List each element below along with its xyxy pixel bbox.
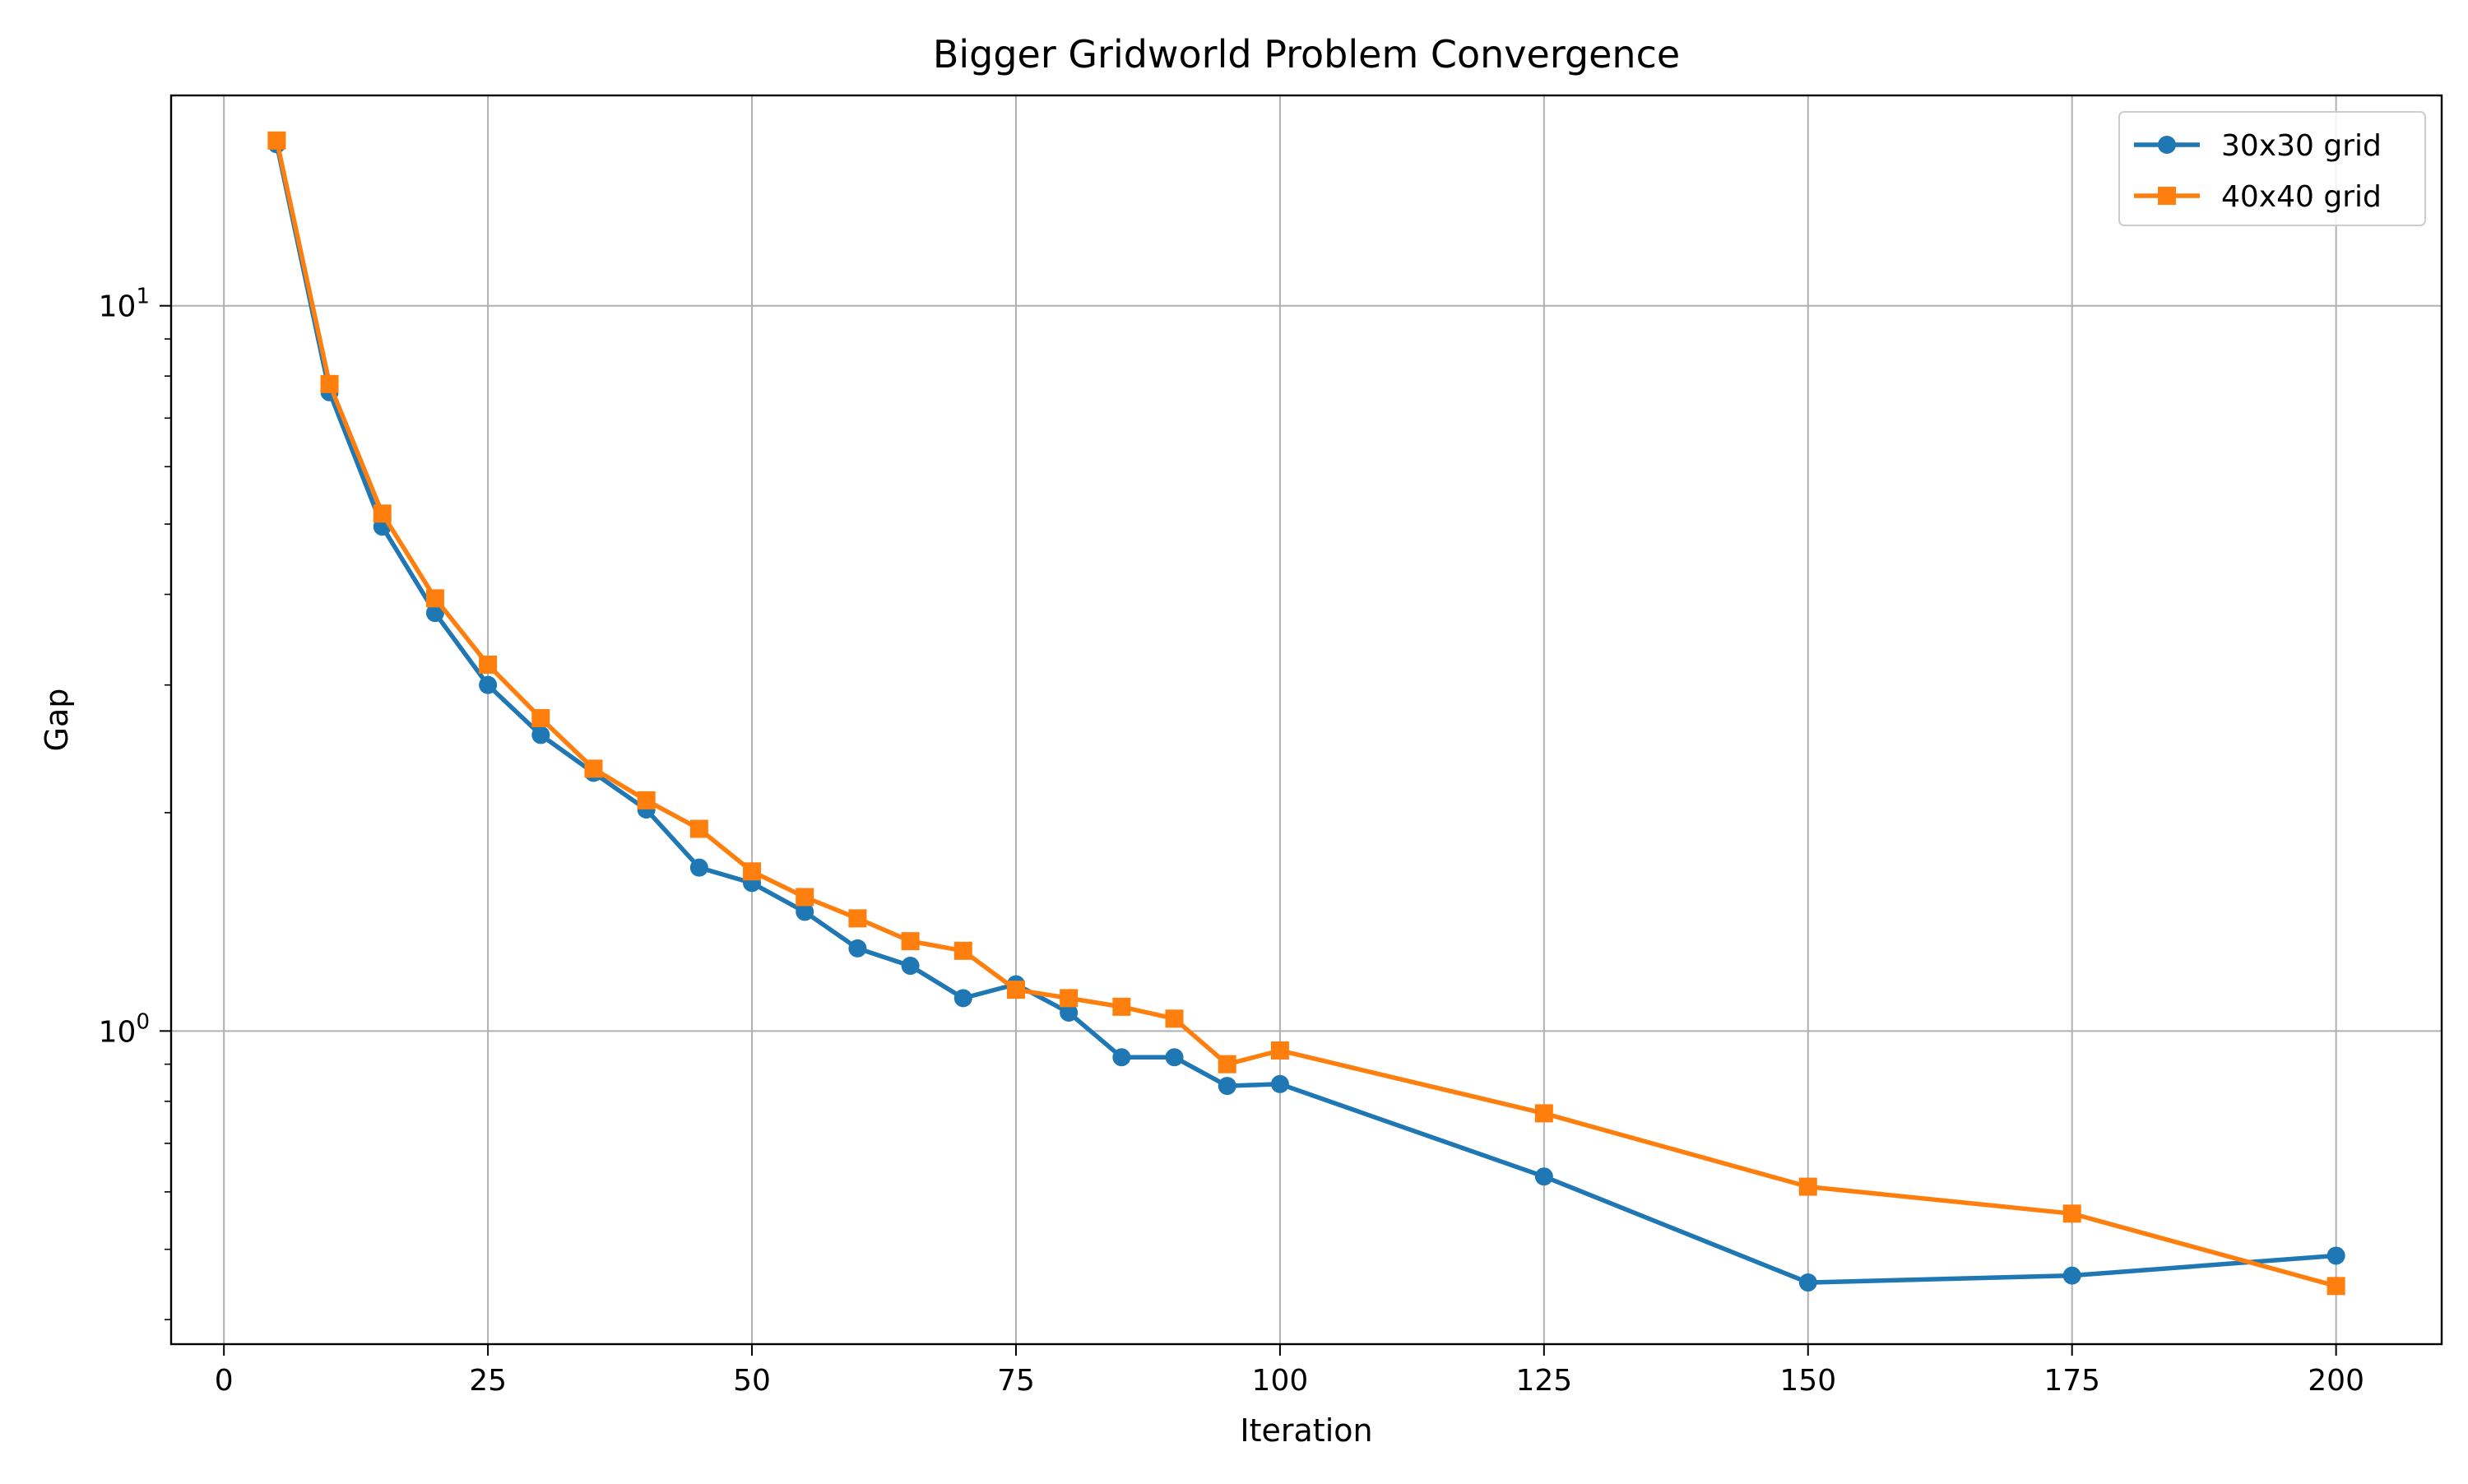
data-point xyxy=(1218,1055,1236,1074)
data-point xyxy=(1165,1009,1184,1028)
legend-item: 40x40 grid xyxy=(2134,180,2382,214)
data-point xyxy=(2327,1246,2345,1265)
x-tick-label: 0 xyxy=(215,1364,234,1398)
y-tick-base: 10 xyxy=(99,290,137,324)
data-point xyxy=(320,374,339,393)
legend: 30x30 grid 40x40 grid xyxy=(2118,111,2426,226)
data-point xyxy=(1006,981,1025,999)
data-point xyxy=(531,726,550,744)
legend-item: 30x30 grid xyxy=(2134,129,2382,163)
data-point xyxy=(953,989,972,1008)
data-point xyxy=(689,819,708,838)
y-tick-label: 101 xyxy=(99,285,150,324)
data-point xyxy=(2062,1204,2081,1223)
data-point xyxy=(796,888,814,907)
data-point xyxy=(373,504,392,523)
data-point xyxy=(901,932,920,951)
data-point xyxy=(479,675,498,694)
data-point xyxy=(1534,1167,1553,1186)
x-tick-label: 200 xyxy=(2308,1364,2364,1398)
data-point xyxy=(1112,997,1131,1016)
data-point xyxy=(425,604,444,623)
data-point xyxy=(1270,1074,1289,1093)
x-tick-label: 175 xyxy=(2044,1364,2100,1398)
legend-marker xyxy=(2158,187,2176,205)
y-tick-exponent: 1 xyxy=(136,285,150,309)
y-tick-label: 100 xyxy=(99,1009,150,1049)
y-tick-base: 10 xyxy=(99,1015,137,1049)
legend-marker xyxy=(2158,136,2176,154)
series-2 xyxy=(267,131,2345,1296)
data-point xyxy=(1798,1273,1817,1292)
data-point xyxy=(689,858,708,877)
y-axis-label: Gap xyxy=(39,689,75,752)
data-point xyxy=(267,131,286,150)
data-point xyxy=(479,655,498,674)
data-point xyxy=(1060,1004,1079,1023)
data-point xyxy=(1112,1048,1131,1067)
x-tick-label: 125 xyxy=(1515,1364,1572,1398)
chart-title: Bigger Gridworld Problem Convergence xyxy=(933,32,1680,77)
x-axis-label: Iteration xyxy=(1240,1412,1372,1449)
data-point xyxy=(848,939,867,958)
x-tick-label: 150 xyxy=(1779,1364,1836,1398)
data-point xyxy=(1270,1041,1289,1060)
legend-label: 40x40 grid xyxy=(2221,180,2382,214)
data-point xyxy=(901,957,920,976)
plot-frame xyxy=(169,94,2443,1346)
data-point xyxy=(1060,989,1079,1008)
y-tick-exponent: 0 xyxy=(136,1009,150,1034)
data-point xyxy=(2062,1266,2081,1285)
data-point xyxy=(531,709,550,728)
data-point xyxy=(848,909,867,928)
data-point xyxy=(2327,1277,2345,1296)
data-point xyxy=(1165,1048,1184,1067)
data-point xyxy=(1798,1177,1817,1196)
data-point xyxy=(1534,1104,1553,1123)
x-tick-label: 75 xyxy=(997,1364,1035,1398)
data-point xyxy=(743,862,762,881)
data-point xyxy=(425,589,444,608)
x-tick-label: 100 xyxy=(1252,1364,1309,1398)
x-tick-label: 50 xyxy=(733,1364,771,1398)
x-tick-label: 25 xyxy=(469,1364,507,1398)
data-point xyxy=(584,759,603,778)
data-point xyxy=(1218,1077,1236,1096)
series-line xyxy=(274,140,2337,1288)
legend-label: 30x30 grid xyxy=(2221,129,2382,163)
data-point xyxy=(796,902,814,921)
grid-lines xyxy=(171,95,2442,1344)
data-point xyxy=(953,941,972,960)
data-point xyxy=(637,791,656,809)
series-layer xyxy=(267,131,2345,1296)
